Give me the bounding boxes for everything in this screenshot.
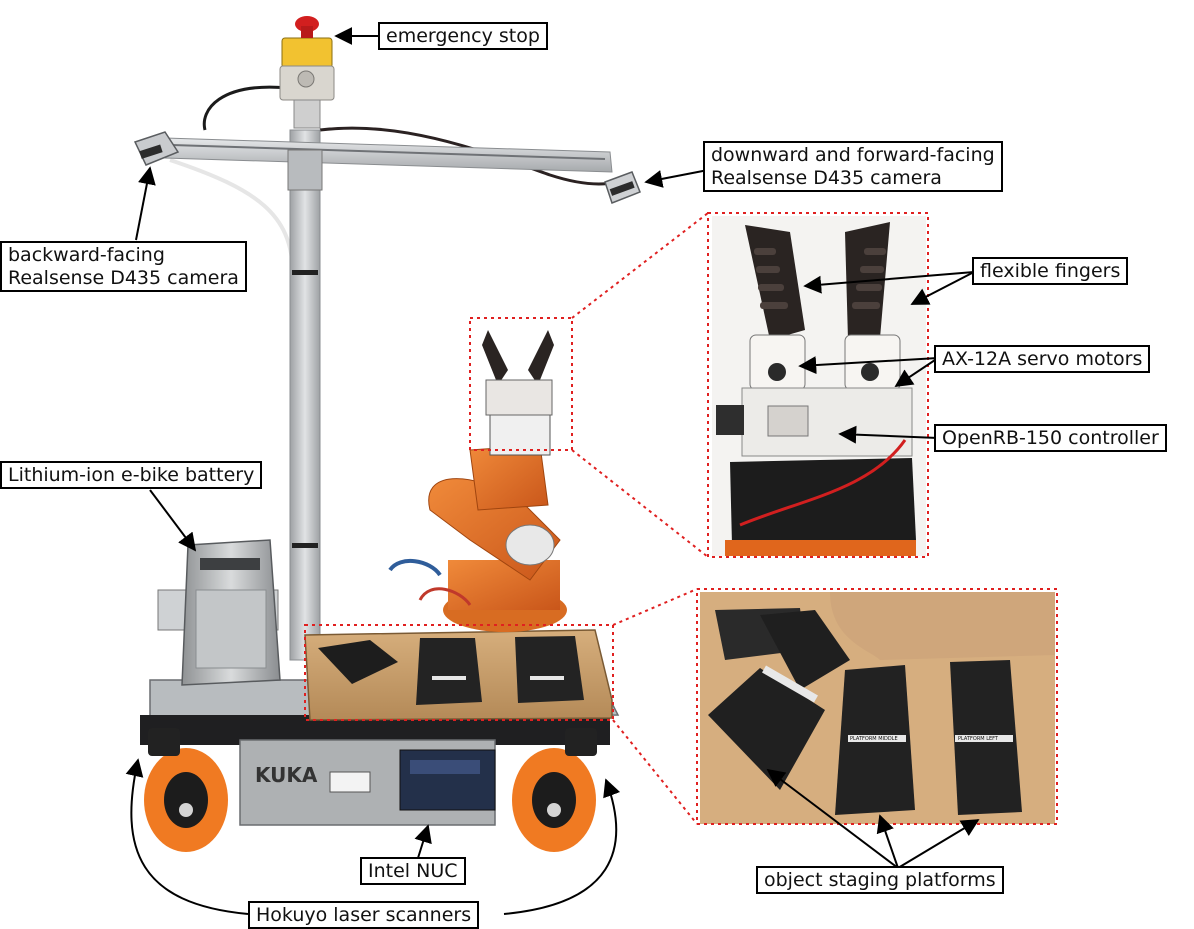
camera-crossbar	[164, 137, 613, 191]
backward-camera	[133, 131, 180, 166]
battery-label: Lithium-ion e-bike battery	[0, 461, 263, 489]
kuka-logo: KUKA	[255, 763, 318, 787]
gripper-zoom-box	[707, 212, 929, 558]
gripper-zoom-inset	[712, 216, 926, 556]
downward-camera-label: downward and forward-facing Realsense D4…	[703, 141, 1003, 192]
controller-label: OpenRB-150 controller	[934, 424, 1167, 452]
laser-scanner-left	[148, 728, 180, 756]
emergency-stop-label: emergency stop	[378, 22, 548, 50]
laser-scanners-label: Hokuyo laser scanners	[248, 901, 480, 929]
platforms-zoom-inset: PLATFORM MIDDLE PLATFORM LEFT	[700, 592, 1055, 824]
staging-platforms-label: object staging platforms	[756, 866, 1004, 894]
intel-nuc-label: Intel NUC	[360, 857, 466, 885]
annotation-arrows	[125, 27, 980, 915]
backward-camera-label: backward-facing Realsense D435 camera	[0, 241, 247, 292]
gripper-source-box	[469, 317, 573, 451]
laser-scanner-right	[565, 728, 597, 756]
flexible-fingers-label: flexible fingers	[972, 257, 1129, 285]
forward-camera	[604, 171, 641, 204]
wooden-board	[304, 629, 613, 721]
estop-cable	[202, 85, 289, 131]
platform-left-tag: PLATFORM LEFT	[958, 736, 999, 742]
platform-zoom-box	[696, 588, 1058, 825]
ebike-battery	[157, 539, 281, 686]
servo-motors-label: AX-12A servo motors	[934, 345, 1151, 373]
mobile-manipulator-robot: KUKA	[133, 16, 641, 852]
callout-frames	[304, 212, 1058, 825]
mecanum-wheel-left	[144, 748, 228, 852]
platform-source-box	[304, 624, 614, 721]
emergency-stop-button	[279, 16, 335, 129]
platform-middle-tag: PLATFORM MIDDLE	[850, 736, 898, 742]
kuka-arm	[388, 330, 567, 632]
aluminium-mast	[289, 129, 321, 661]
kuka-chassis: KUKA	[239, 739, 496, 826]
mecanum-wheel-right	[512, 748, 596, 852]
